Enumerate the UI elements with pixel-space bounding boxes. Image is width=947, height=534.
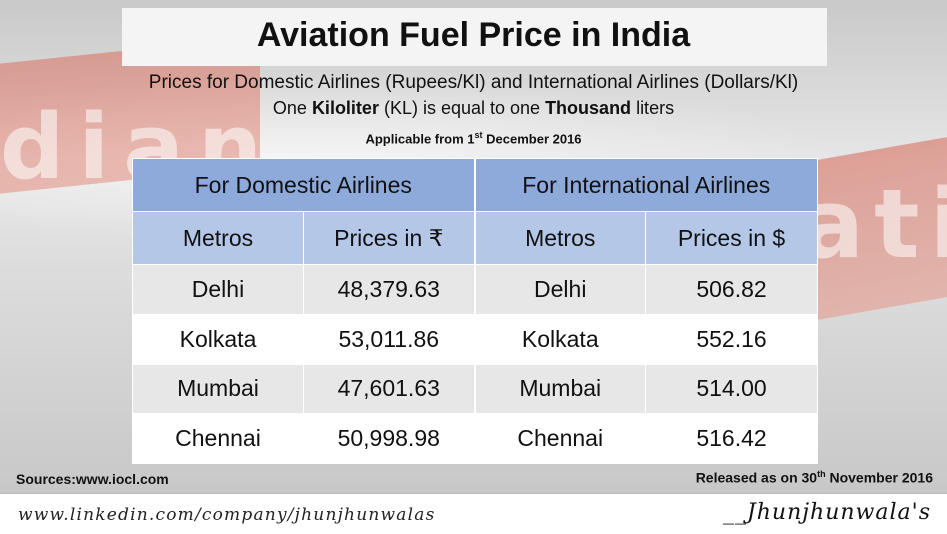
table-cell: 506.82: [644, 264, 819, 315]
column-header: Prices in ₹: [303, 211, 475, 265]
table-row: Mumbai 47,601.63 Mumbai 514.00: [132, 363, 819, 415]
column-header: Metros: [132, 211, 304, 265]
table-cell: 53,011.86: [303, 313, 475, 365]
footer-linkedin-url[interactable]: www.linkedin.com/company/jhunjhunwalas: [18, 505, 436, 525]
table-cell: Mumbai: [473, 363, 646, 415]
table-cell: Delhi: [132, 264, 304, 315]
title-box: [122, 8, 827, 66]
table-row: Chennai 50,998.98 Chennai 516.42: [132, 413, 819, 464]
table-cell: Chennai: [132, 413, 304, 464]
table-cell: 47,601.63: [303, 363, 475, 415]
background-word-right: atio: [800, 170, 947, 280]
table-cell: Delhi: [473, 264, 646, 315]
table-cell: Kolkata: [473, 313, 646, 365]
table-cell: 552.16: [644, 313, 819, 365]
sources-note: Sources:www.iocl.com: [16, 471, 169, 487]
applicable-date: Applicable from 1st December 2016: [365, 130, 582, 147]
table-cell: Mumbai: [132, 363, 304, 415]
table-cell: 516.42: [644, 413, 819, 464]
group-header-international: For International Airlines: [473, 158, 819, 212]
table-cell: Chennai: [473, 413, 646, 464]
column-header: Prices in $: [644, 211, 819, 265]
brand-logo: __Jhunjhunwala's: [722, 500, 931, 525]
unit-note: One Kiloliter (KL) is equal to one Thous…: [272, 98, 675, 118]
table-cell: 50,998.98: [303, 413, 475, 464]
table-cell: 48,379.63: [303, 264, 475, 315]
table-row: Kolkata 53,011.86 Kolkata 552.16: [132, 313, 819, 365]
column-header: Metros: [473, 211, 646, 265]
page-title: Aviation Fuel Price in India: [256, 16, 691, 54]
group-header-domestic: For Domestic Airlines: [132, 158, 475, 212]
fuel-price-table: For Domestic Airlines For International …: [132, 158, 819, 464]
subtitle: Prices for Domestic Airlines (Rupees/Kl)…: [148, 72, 799, 93]
table-cell: Kolkata: [132, 313, 304, 365]
release-date: Released as on 30th November 2016: [695, 469, 933, 486]
footer-bar: [0, 493, 947, 534]
table-cell: 514.00: [644, 363, 819, 415]
table-row: Delhi 48,379.63 Delhi 506.82: [132, 264, 819, 315]
